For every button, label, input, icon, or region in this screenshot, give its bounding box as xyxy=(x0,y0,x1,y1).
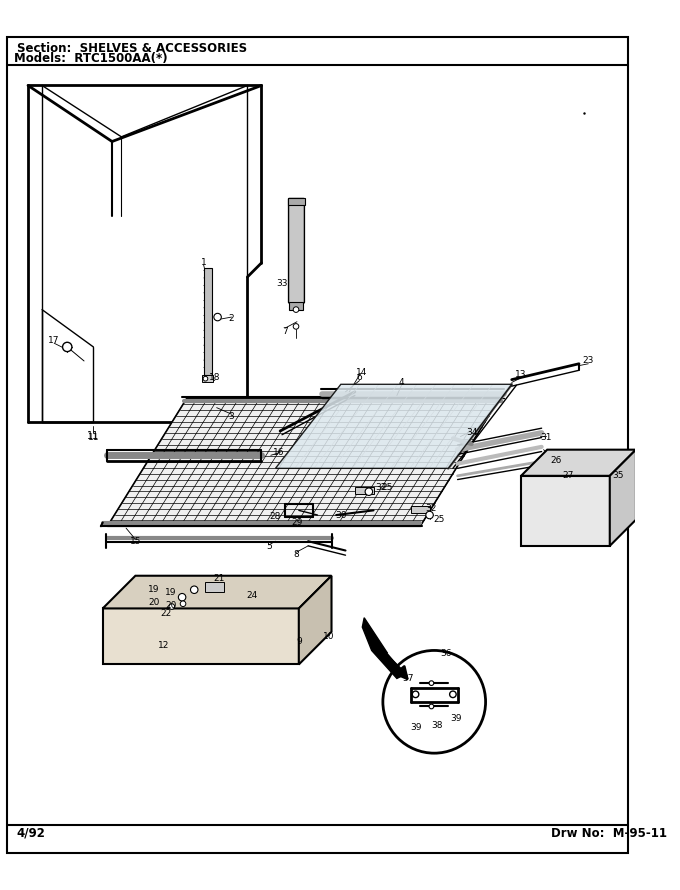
Text: 35: 35 xyxy=(613,472,624,481)
Polygon shape xyxy=(521,449,636,476)
Circle shape xyxy=(169,603,175,610)
Text: 21: 21 xyxy=(214,574,225,583)
Polygon shape xyxy=(107,399,500,526)
Text: 4: 4 xyxy=(398,378,405,387)
Text: 25: 25 xyxy=(433,515,445,524)
Text: 12: 12 xyxy=(158,642,169,651)
Text: 7: 7 xyxy=(282,327,288,336)
Circle shape xyxy=(293,307,299,312)
Text: 3: 3 xyxy=(228,412,235,422)
Text: 13: 13 xyxy=(515,370,527,379)
Text: 6: 6 xyxy=(356,373,362,383)
Text: 28: 28 xyxy=(270,513,281,522)
Circle shape xyxy=(449,691,456,698)
Text: 24: 24 xyxy=(247,591,258,600)
Bar xyxy=(203,268,212,375)
Text: 37: 37 xyxy=(403,674,414,683)
Circle shape xyxy=(365,488,373,496)
Circle shape xyxy=(293,324,299,329)
Text: 31: 31 xyxy=(541,433,552,442)
Circle shape xyxy=(426,511,433,519)
Text: 5: 5 xyxy=(266,542,272,551)
Text: Models:  RTC1500AA(*): Models: RTC1500AA(*) xyxy=(14,52,168,65)
Text: 38: 38 xyxy=(431,721,443,730)
Bar xyxy=(205,582,224,592)
Bar xyxy=(411,506,430,514)
Circle shape xyxy=(412,691,419,698)
Text: 26: 26 xyxy=(550,457,561,465)
Text: 20: 20 xyxy=(148,598,160,607)
Text: 25: 25 xyxy=(382,482,393,491)
Text: Section:  SHELVES & ACCESSORIES: Section: SHELVES & ACCESSORIES xyxy=(17,42,247,54)
Text: 11: 11 xyxy=(88,433,99,442)
Text: Drw No:  M-95-11: Drw No: M-95-11 xyxy=(551,827,667,840)
Text: 19: 19 xyxy=(148,586,160,595)
Text: 10: 10 xyxy=(323,632,335,641)
Bar xyxy=(290,302,303,310)
Circle shape xyxy=(429,681,434,685)
Text: 23: 23 xyxy=(583,357,594,366)
Bar xyxy=(521,476,610,546)
Text: 20: 20 xyxy=(165,601,177,611)
Polygon shape xyxy=(299,576,332,665)
Text: 1: 1 xyxy=(201,258,207,267)
Text: 34: 34 xyxy=(466,428,477,437)
Circle shape xyxy=(203,376,208,381)
FancyBboxPatch shape xyxy=(288,198,305,303)
Circle shape xyxy=(63,343,72,352)
Circle shape xyxy=(383,651,486,753)
Text: 9: 9 xyxy=(296,636,302,645)
Polygon shape xyxy=(275,384,512,468)
Text: 22: 22 xyxy=(160,609,172,618)
Text: 18: 18 xyxy=(209,373,220,383)
Bar xyxy=(288,198,305,205)
Text: 33: 33 xyxy=(276,279,288,288)
Bar xyxy=(355,487,373,495)
Text: 8: 8 xyxy=(293,550,299,559)
Polygon shape xyxy=(610,449,636,546)
Text: 14: 14 xyxy=(356,368,367,376)
Circle shape xyxy=(429,704,434,708)
Text: 19: 19 xyxy=(165,588,177,597)
Text: 32: 32 xyxy=(375,482,387,491)
Text: 2: 2 xyxy=(228,314,235,323)
Text: 39: 39 xyxy=(450,714,462,723)
Text: 39: 39 xyxy=(410,724,422,732)
Text: 17: 17 xyxy=(48,336,60,345)
Text: 30: 30 xyxy=(335,511,347,520)
Text: 16: 16 xyxy=(273,448,284,457)
Text: 36: 36 xyxy=(441,649,452,658)
Bar xyxy=(103,609,299,665)
Polygon shape xyxy=(103,576,332,609)
Text: 27: 27 xyxy=(562,472,573,481)
Circle shape xyxy=(180,601,186,607)
Polygon shape xyxy=(362,618,406,678)
Text: 29: 29 xyxy=(291,518,303,527)
Text: 15: 15 xyxy=(130,537,141,546)
Bar xyxy=(202,375,213,383)
Text: 11: 11 xyxy=(87,431,99,441)
Circle shape xyxy=(214,313,221,320)
Text: 32: 32 xyxy=(426,504,437,513)
Text: 4/92: 4/92 xyxy=(17,827,46,840)
Circle shape xyxy=(178,594,186,601)
Circle shape xyxy=(190,586,198,594)
